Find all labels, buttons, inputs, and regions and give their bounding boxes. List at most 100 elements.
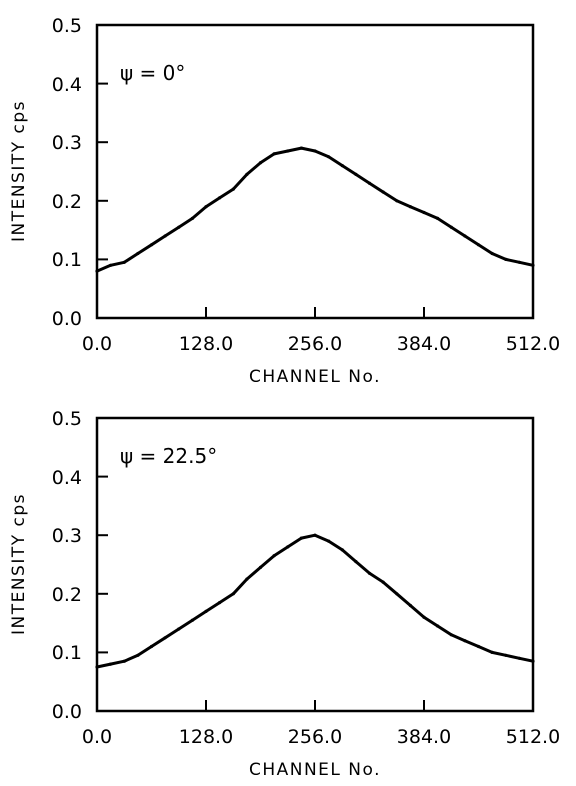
x-tick-label: 512.0 xyxy=(506,333,560,355)
x-tick-label: 128.0 xyxy=(179,726,233,748)
data-point xyxy=(476,644,481,649)
data-point xyxy=(327,539,331,543)
y-axis-title-1: INTENSITY cps xyxy=(9,100,29,242)
y-tick-label: 0.0 xyxy=(52,701,82,723)
data-point xyxy=(122,260,126,264)
data-point xyxy=(422,210,426,215)
x-ticks-2 xyxy=(96,700,534,711)
data-point xyxy=(245,577,249,581)
data-point xyxy=(367,181,372,185)
data-point xyxy=(436,216,440,220)
data-point xyxy=(381,580,385,584)
y-tick-label: 0.5 xyxy=(52,408,82,430)
data-point xyxy=(504,653,508,657)
data-point xyxy=(190,216,194,220)
data-point xyxy=(504,257,508,261)
data-point xyxy=(286,149,290,153)
data-point xyxy=(109,662,113,666)
data-point xyxy=(517,260,522,264)
y-tick-label: 0.3 xyxy=(52,525,82,547)
data-point xyxy=(95,665,99,669)
data-point xyxy=(449,225,453,229)
data-point xyxy=(218,601,222,605)
panel-annotation-1: ψ = 0° xyxy=(120,61,185,85)
data-point xyxy=(190,618,194,622)
data-point xyxy=(136,653,140,657)
data-point xyxy=(258,161,263,165)
data-point xyxy=(395,592,399,596)
data-point xyxy=(95,269,99,273)
x-tick-labels-2: 0.0 128.0 256.0 384.0 512.0 xyxy=(82,726,560,748)
x-axis-title-1: CHANNEL No. xyxy=(249,367,381,387)
data-point xyxy=(231,187,235,191)
data-point xyxy=(136,251,140,256)
data-point xyxy=(204,609,208,614)
data-point xyxy=(395,199,399,203)
data-point xyxy=(163,636,167,640)
y-tick-label: 0.0 xyxy=(52,308,82,330)
x-tick-label: 256.0 xyxy=(288,726,342,748)
data-series-2 xyxy=(95,533,535,669)
data-point xyxy=(531,263,535,267)
data-point xyxy=(327,155,331,159)
data-point xyxy=(258,565,263,570)
x-tick-label: 512.0 xyxy=(506,726,560,748)
data-point xyxy=(408,205,412,209)
data-point xyxy=(517,656,522,660)
data-point xyxy=(286,545,290,549)
y-tick-label: 0.5 xyxy=(52,15,82,37)
x-tick-labels-1: 0.0 128.0 256.0 384.0 512.0 xyxy=(82,333,560,355)
y-tick-label: 0.4 xyxy=(52,74,82,96)
data-series-1 xyxy=(95,146,535,273)
y-ticks-1 xyxy=(97,24,108,319)
data-point xyxy=(422,615,426,619)
data-point xyxy=(449,633,453,637)
y-tick-label: 0.4 xyxy=(52,467,82,489)
data-point xyxy=(177,627,181,631)
y-tick-label: 0.2 xyxy=(52,584,82,606)
data-point xyxy=(490,251,494,256)
x-tick-label: 384.0 xyxy=(397,333,451,355)
data-point xyxy=(299,146,303,150)
data-point xyxy=(381,190,385,194)
y-tick-label: 0.2 xyxy=(52,191,82,213)
data-point xyxy=(463,639,467,643)
x-tick-label: 384.0 xyxy=(397,726,451,748)
data-point xyxy=(245,172,249,176)
chart-panel-2: 0.0 0.1 0.2 0.3 0.4 0.5 0.0 128.0 256.0 … xyxy=(9,408,560,780)
x-tick-label: 256.0 xyxy=(288,333,342,355)
data-point xyxy=(163,234,167,238)
data-point xyxy=(354,172,358,176)
data-point xyxy=(476,243,481,247)
data-point xyxy=(313,149,317,153)
data-point xyxy=(272,554,276,558)
y-axis-title-2: INTENSITY cps xyxy=(9,493,29,635)
x-axis-title-2: CHANNEL No. xyxy=(249,760,381,780)
data-point xyxy=(177,225,181,229)
data-point xyxy=(149,644,154,649)
chart-panel-1: 0.0 0.1 0.2 0.3 0.4 0.5 0.0 128.0 256.0 … xyxy=(9,15,560,387)
x-tick-label: 128.0 xyxy=(179,333,233,355)
x-tick-label: 0.0 xyxy=(82,333,112,355)
x-ticks-1 xyxy=(96,307,534,318)
y-tick-label: 0.1 xyxy=(52,249,82,271)
data-point xyxy=(354,560,358,564)
series-line xyxy=(96,533,534,669)
data-point xyxy=(340,548,344,552)
data-point xyxy=(367,571,372,575)
x-tick-label: 0.0 xyxy=(82,726,112,748)
y-tick-label: 0.3 xyxy=(52,132,82,154)
data-point xyxy=(313,533,317,537)
data-point xyxy=(490,650,494,655)
data-point xyxy=(122,659,126,663)
y-tick-labels-1: 0.0 0.1 0.2 0.3 0.4 0.5 xyxy=(52,15,82,330)
panel-annotation-2: ψ = 22.5° xyxy=(120,444,217,468)
data-point xyxy=(299,536,303,540)
data-point xyxy=(463,234,467,238)
data-point xyxy=(340,164,344,168)
data-point xyxy=(218,196,222,200)
data-point xyxy=(436,624,440,628)
y-tick-label: 0.1 xyxy=(52,642,82,664)
data-point xyxy=(204,205,208,209)
